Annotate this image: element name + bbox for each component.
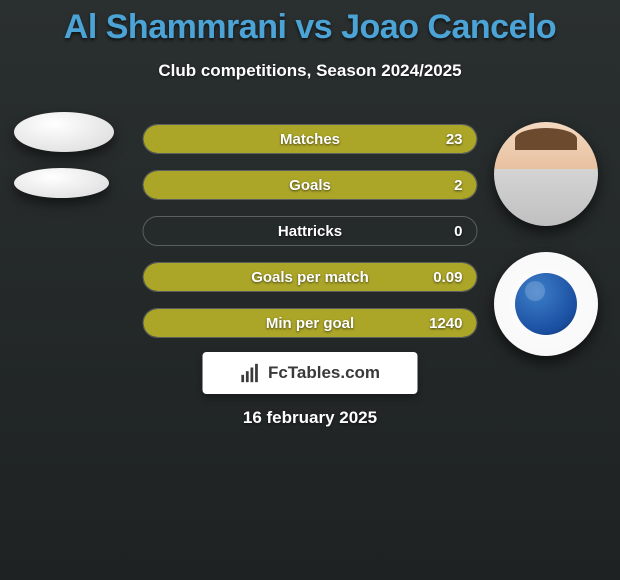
stat-label: Matches <box>198 131 423 148</box>
stat-row: Goals per match0.09 <box>143 262 478 292</box>
avatar-placeholder-icon <box>14 112 114 152</box>
stat-right-value: 1240 <box>423 315 463 332</box>
stat-row: Matches23 <box>143 124 478 154</box>
page-title: Al Shammrani vs Joao Cancelo <box>0 0 620 47</box>
brand-text: FcTables.com <box>268 363 380 383</box>
right-club-avatar <box>494 252 598 356</box>
left-club-avatar <box>14 168 109 198</box>
stat-label: Goals <box>198 177 423 194</box>
bars-chart-icon <box>240 362 262 384</box>
right-player-avatar <box>494 122 598 226</box>
player-photo-icon <box>494 122 598 226</box>
stat-row: Goals2 <box>143 170 478 200</box>
stat-label: Goals per match <box>198 269 423 286</box>
stat-label: Min per goal <box>198 315 423 332</box>
avatar-placeholder-icon <box>14 168 109 198</box>
brand-logo[interactable]: FcTables.com <box>203 352 418 394</box>
stat-right-value: 0 <box>423 223 463 240</box>
stat-row: Min per goal1240 <box>143 308 478 338</box>
stat-right-value: 2 <box>423 177 463 194</box>
left-player-avatar <box>14 112 114 152</box>
stat-right-value: 0.09 <box>423 269 463 286</box>
stat-label: Hattricks <box>198 223 423 240</box>
stat-right-value: 23 <box>423 131 463 148</box>
date-label: 16 february 2025 <box>0 408 620 428</box>
stat-row: Hattricks0 <box>143 216 478 246</box>
subtitle: Club competitions, Season 2024/2025 <box>0 61 620 81</box>
club-badge-icon <box>494 252 598 356</box>
stats-bars: Matches23 Goals2 Hattricks0 Goals per match… <box>143 124 478 354</box>
